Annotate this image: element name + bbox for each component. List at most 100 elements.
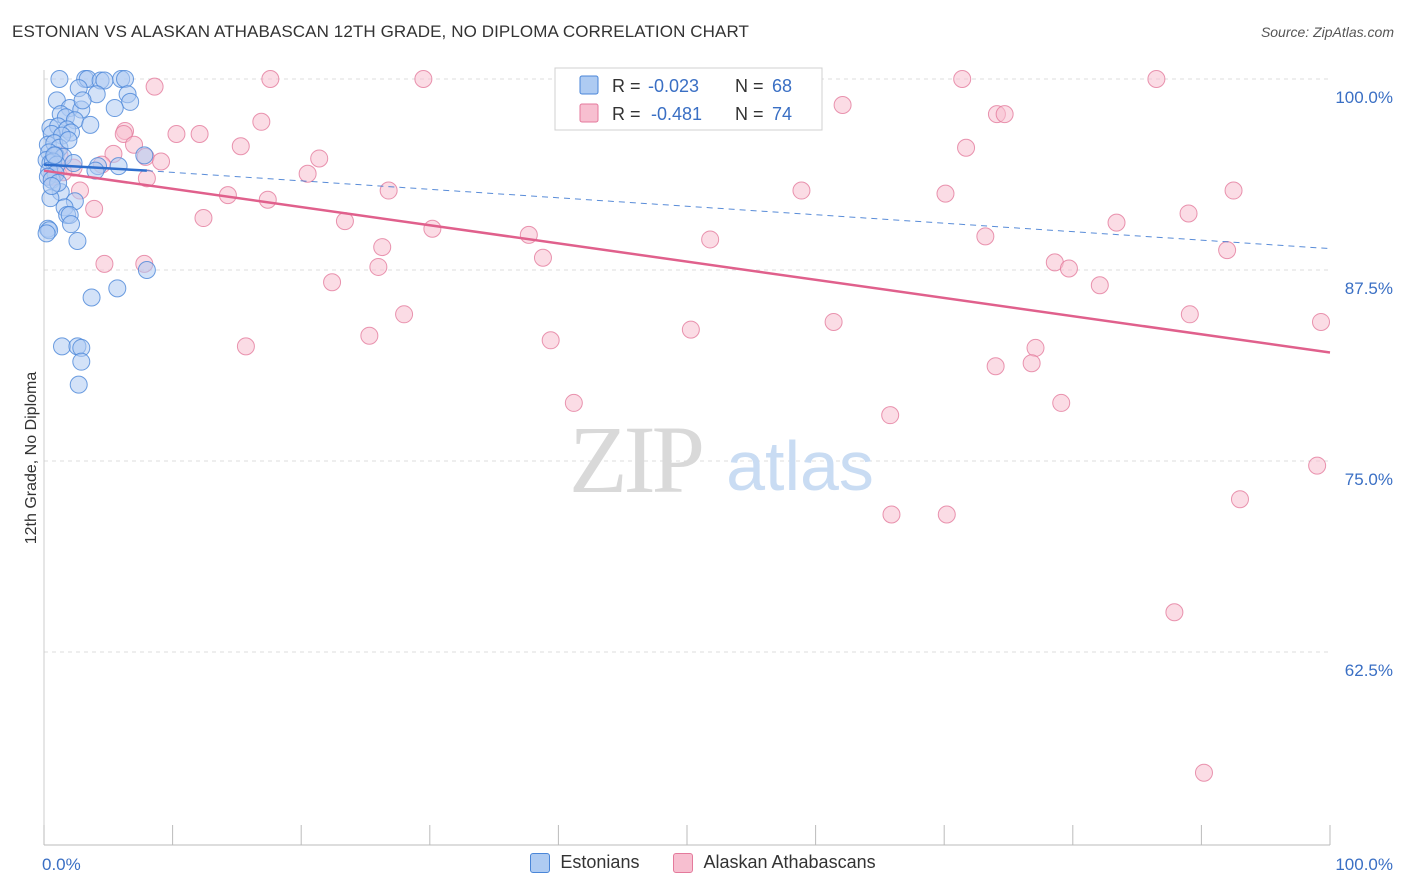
point-estonians bbox=[64, 154, 83, 173]
point-alaskan-athabascans bbox=[1218, 241, 1237, 260]
legend-swatch-alaskan-athabascans-bottom bbox=[673, 852, 694, 873]
point-estonians bbox=[105, 99, 124, 118]
point-alaskan-athabascans bbox=[1022, 354, 1041, 373]
series-legend: Estonians Alaskan Athabascans bbox=[0, 852, 1406, 873]
point-alaskan-athabascans bbox=[953, 70, 972, 88]
point-alaskan-athabascans bbox=[1308, 456, 1327, 475]
point-alaskan-athabascans bbox=[373, 238, 392, 257]
point-alaskan-athabascans bbox=[190, 125, 209, 144]
watermark-atlas: atlas bbox=[726, 427, 874, 505]
point-estonians bbox=[50, 70, 69, 88]
legend-item-estonians: Estonians bbox=[530, 852, 639, 873]
point-alaskan-athabascans bbox=[976, 227, 995, 246]
point-alaskan-athabascans bbox=[236, 337, 255, 356]
point-alaskan-athabascans bbox=[833, 95, 852, 114]
point-alaskan-athabascans bbox=[85, 199, 104, 218]
series-alaskan-athabascans bbox=[42, 70, 1330, 782]
legend-n-value-1: 68 bbox=[772, 76, 792, 96]
point-alaskan-athabascans bbox=[937, 505, 956, 524]
legend-swatch-alaskan-athabascans bbox=[579, 103, 599, 123]
point-alaskan-athabascans bbox=[541, 331, 560, 350]
point-alaskan-athabascans bbox=[1090, 276, 1109, 295]
stats-legend-box bbox=[554, 67, 823, 131]
legend-label-alaskan-athabascans: Alaskan Athabascans bbox=[703, 852, 876, 872]
point-estonians bbox=[53, 337, 72, 356]
point-alaskan-athabascans bbox=[1194, 763, 1213, 782]
point-alaskan-athabascans bbox=[564, 393, 583, 412]
point-estonians bbox=[82, 288, 101, 307]
point-alaskan-athabascans bbox=[1147, 70, 1166, 88]
legend-item-alaskan-athabascans: Alaskan Athabascans bbox=[673, 852, 876, 873]
point-alaskan-athabascans bbox=[1026, 338, 1045, 357]
point-alaskan-athabascans bbox=[1052, 393, 1071, 412]
y-tick-label: 62.5% bbox=[1345, 661, 1393, 680]
point-estonians bbox=[45, 146, 64, 165]
point-estonians bbox=[135, 146, 154, 165]
point-alaskan-athabascans bbox=[231, 137, 250, 156]
point-alaskan-athabascans bbox=[95, 254, 114, 273]
point-alaskan-athabascans bbox=[395, 305, 414, 324]
point-alaskan-athabascans bbox=[258, 190, 277, 209]
point-alaskan-athabascans bbox=[261, 70, 280, 88]
point-estonians bbox=[109, 157, 128, 176]
point-estonians bbox=[121, 92, 140, 111]
point-alaskan-athabascans bbox=[167, 125, 186, 144]
point-estonians bbox=[137, 261, 156, 279]
point-estonians bbox=[62, 215, 81, 234]
point-alaskan-athabascans bbox=[360, 326, 379, 345]
point-alaskan-athabascans bbox=[369, 257, 388, 276]
point-estonians bbox=[69, 375, 88, 394]
point-alaskan-athabascans bbox=[252, 112, 271, 131]
point-alaskan-athabascans bbox=[145, 77, 164, 96]
point-estonians bbox=[73, 91, 92, 110]
point-alaskan-athabascans bbox=[298, 164, 317, 183]
point-alaskan-athabascans bbox=[824, 312, 843, 331]
point-estonians bbox=[68, 231, 87, 250]
point-alaskan-athabascans bbox=[1224, 181, 1243, 200]
legend-swatch-estonians-bottom bbox=[530, 852, 551, 873]
x-tick-label: 0.0% bbox=[42, 855, 81, 874]
point-alaskan-athabascans bbox=[310, 149, 329, 168]
point-alaskan-athabascans bbox=[152, 152, 171, 171]
legend-r-value-2: -0.481 bbox=[651, 104, 702, 124]
point-alaskan-athabascans bbox=[1230, 490, 1249, 509]
point-alaskan-athabascans bbox=[681, 320, 700, 339]
grid-lines bbox=[44, 78, 1330, 653]
point-alaskan-athabascans bbox=[194, 209, 213, 228]
legend-r-value-1: -0.023 bbox=[648, 76, 699, 96]
point-alaskan-athabascans bbox=[1107, 213, 1126, 232]
y-tick-label: 87.5% bbox=[1345, 279, 1393, 298]
legend-n-value-2: 74 bbox=[772, 104, 792, 124]
trend-lines bbox=[43, 163, 1331, 354]
point-estonians bbox=[37, 224, 56, 243]
point-alaskan-athabascans bbox=[1311, 312, 1330, 331]
point-alaskan-athabascans bbox=[533, 248, 552, 267]
point-alaskan-athabascans bbox=[414, 70, 433, 88]
tick-labels: 100.0% 87.5% 75.0% 62.5% 0.0% 100.0% bbox=[42, 88, 1393, 874]
series-estonians bbox=[37, 70, 156, 394]
point-alaskan-athabascans bbox=[995, 105, 1014, 124]
legend-r-label-1: R = bbox=[612, 76, 646, 96]
point-estonians bbox=[42, 176, 61, 195]
point-estonians bbox=[59, 131, 78, 150]
point-estonians bbox=[95, 71, 114, 90]
legend-n-label-2: N = bbox=[735, 104, 769, 124]
point-alaskan-athabascans bbox=[881, 406, 900, 425]
point-alaskan-athabascans bbox=[882, 505, 901, 524]
point-estonians bbox=[108, 279, 127, 298]
point-alaskan-athabascans bbox=[1179, 204, 1198, 223]
source-label: Source: ZipAtlas.com bbox=[1260, 24, 1394, 40]
legend-label-estonians: Estonians bbox=[560, 852, 640, 872]
point-alaskan-athabascans bbox=[1180, 305, 1199, 324]
point-alaskan-athabascans bbox=[936, 184, 955, 203]
stats-legend: R = -0.023 N = 68 R = -0.481 N = 74 bbox=[554, 67, 823, 131]
point-alaskan-athabascans bbox=[957, 138, 976, 157]
x-tick-label: 100.0% bbox=[1335, 855, 1393, 874]
point-alaskan-athabascans bbox=[379, 181, 398, 200]
point-alaskan-athabascans bbox=[423, 219, 442, 238]
legend-swatch-estonians bbox=[579, 75, 599, 95]
point-estonians bbox=[116, 70, 135, 88]
chart-title: ESTONIAN VS ALASKAN ATHABASCAN 12TH GRAD… bbox=[12, 22, 750, 41]
trend-line-alaskan-athabascans bbox=[43, 169, 1331, 354]
point-alaskan-athabascans bbox=[323, 273, 342, 292]
